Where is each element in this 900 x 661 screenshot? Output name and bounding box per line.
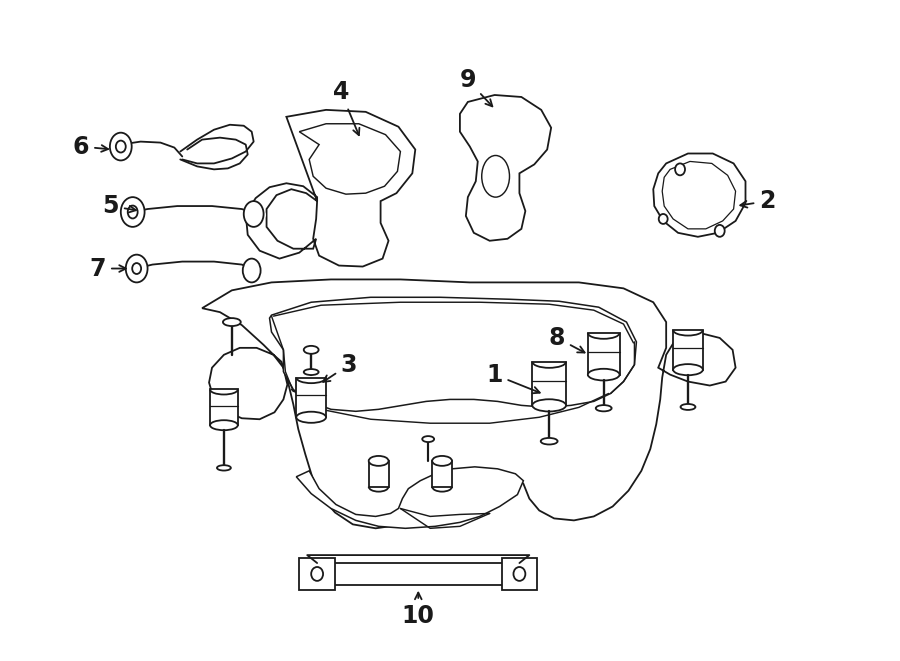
Polygon shape [653, 153, 745, 237]
Ellipse shape [532, 399, 566, 412]
Ellipse shape [432, 456, 452, 466]
Ellipse shape [244, 201, 264, 227]
Text: 3: 3 [323, 353, 357, 382]
Polygon shape [210, 389, 238, 425]
Ellipse shape [110, 133, 131, 161]
Ellipse shape [303, 369, 319, 375]
Polygon shape [317, 563, 519, 585]
Text: 10: 10 [401, 593, 435, 627]
Ellipse shape [121, 197, 145, 227]
Text: 2: 2 [741, 189, 776, 213]
Polygon shape [296, 467, 524, 528]
Text: 6: 6 [73, 135, 108, 159]
Ellipse shape [675, 163, 685, 175]
Polygon shape [369, 461, 389, 486]
Text: 8: 8 [549, 326, 585, 352]
Ellipse shape [210, 420, 238, 430]
Ellipse shape [243, 258, 261, 282]
Ellipse shape [514, 567, 526, 581]
Polygon shape [296, 377, 326, 417]
Polygon shape [202, 280, 735, 528]
Polygon shape [432, 461, 452, 486]
Text: 9: 9 [460, 68, 492, 106]
Ellipse shape [303, 346, 319, 354]
Ellipse shape [659, 214, 668, 224]
Polygon shape [673, 330, 703, 369]
Ellipse shape [482, 155, 509, 197]
Ellipse shape [680, 404, 696, 410]
Ellipse shape [422, 436, 434, 442]
Text: 4: 4 [333, 80, 359, 136]
Polygon shape [662, 161, 735, 229]
Polygon shape [269, 297, 636, 411]
Ellipse shape [673, 364, 703, 375]
Ellipse shape [715, 225, 724, 237]
Text: 1: 1 [486, 363, 540, 393]
Polygon shape [246, 110, 415, 266]
Ellipse shape [596, 405, 612, 411]
Polygon shape [588, 333, 619, 375]
Polygon shape [300, 558, 335, 590]
Text: 5: 5 [103, 194, 136, 218]
Ellipse shape [126, 254, 148, 282]
Text: 7: 7 [90, 256, 126, 280]
Ellipse shape [223, 318, 241, 326]
Ellipse shape [116, 141, 126, 153]
Ellipse shape [296, 412, 326, 423]
Ellipse shape [541, 438, 558, 444]
Polygon shape [300, 124, 400, 194]
Ellipse shape [311, 567, 323, 581]
Ellipse shape [132, 263, 141, 274]
Ellipse shape [217, 465, 231, 471]
Polygon shape [460, 95, 551, 241]
Ellipse shape [128, 206, 138, 218]
Polygon shape [532, 362, 566, 405]
Ellipse shape [588, 369, 619, 381]
Polygon shape [501, 558, 537, 590]
Ellipse shape [369, 456, 389, 466]
